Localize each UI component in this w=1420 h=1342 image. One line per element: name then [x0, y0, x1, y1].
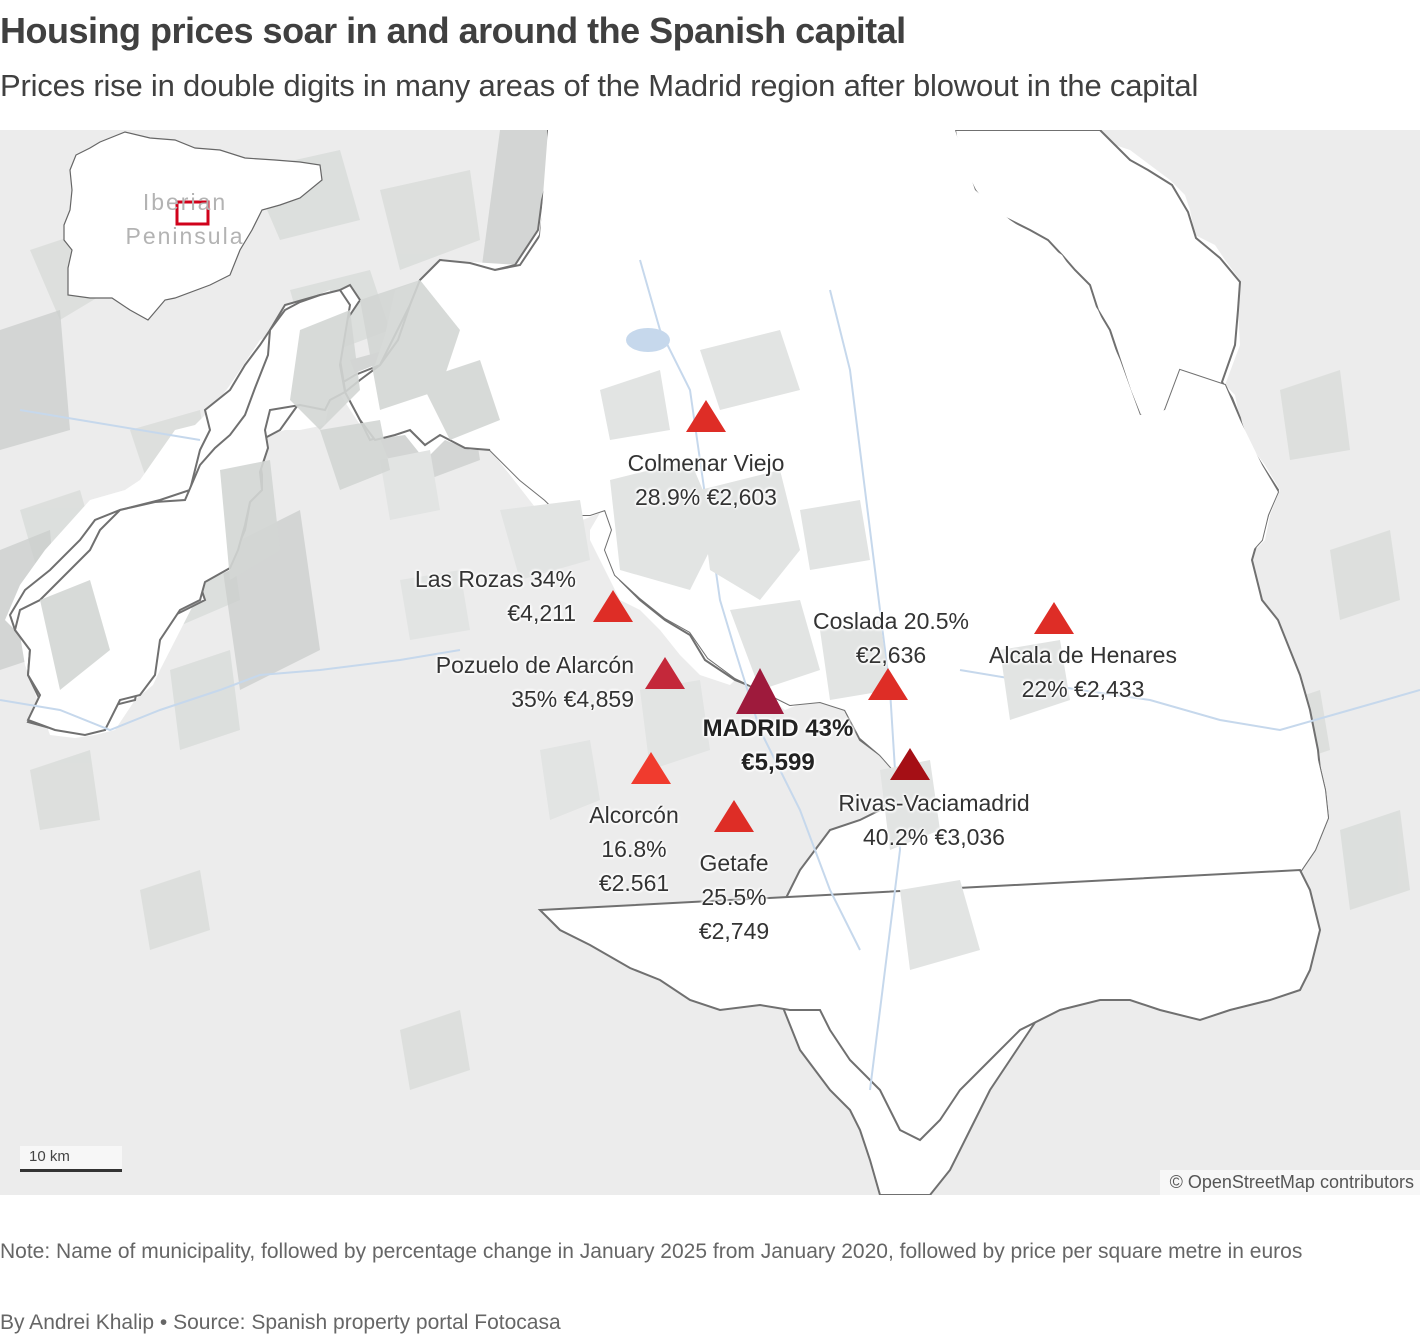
scale-bar: 10 km — [20, 1146, 122, 1172]
label-name: Rivas-Vaciamadrid — [838, 790, 1030, 816]
region-fill-south — [537, 868, 1322, 1142]
label-madrid: MADRID 43% €5,599 — [683, 712, 873, 780]
chart-title: Housing prices soar in and around the Sp… — [0, 10, 906, 51]
label-name: Alcorcón — [589, 802, 679, 828]
rivers — [0, 259, 1420, 1091]
label-name: Coslada 20.5% — [813, 608, 969, 634]
label-values: 22% €2,433 — [1021, 676, 1145, 702]
label-price: €2,749 — [698, 918, 770, 944]
footnote: Note: Name of municipality, followed by … — [0, 1240, 1303, 1263]
map-base — [0, 130, 1420, 1195]
label-name: Alcala de Henares — [989, 642, 1177, 668]
inset-label-line2: Peninsula — [125, 223, 245, 249]
madrid-locator-box — [175, 200, 210, 226]
label-values: €2,636 — [855, 642, 927, 668]
inset-label-line1: Iberian — [142, 189, 228, 215]
label-getafe: Getafe 25.5% €2,749 — [684, 846, 784, 948]
inset-map — [63, 131, 323, 321]
label-colmenar-viejo: Colmenar Viejo 28.9% €2,603 — [606, 446, 806, 514]
chart-subtitle: Prices rise in double digits in many are… — [0, 68, 1199, 103]
label-values: 40.2% €3,036 — [863, 824, 1005, 850]
map-area[interactable]: Iberian Peninsula Colmenar Viejo 28.9% €… — [0, 130, 1420, 1195]
label-rivas: Rivas-Vaciamadrid 40.2% €3,036 — [820, 786, 1048, 854]
label-name: Getafe — [699, 850, 769, 876]
label-pct: 16.8% — [601, 836, 667, 862]
label-alcala: Alcala de Henares 22% €2,433 — [970, 638, 1196, 706]
label-price: €2.561 — [598, 870, 670, 896]
region-fill-east — [490, 130, 1328, 902]
inset-label: Iberian Peninsula — [110, 185, 260, 253]
label-pct: 25.5% — [701, 884, 767, 910]
label-las-rozas: Las Rozas 34% €4,211 — [380, 562, 576, 630]
label-name: Las Rozas 34% — [414, 566, 576, 592]
label-values: 35% €4,859 — [511, 686, 634, 712]
label-values: €4,211 — [507, 600, 576, 626]
label-name: Pozuelo de Alarcón — [435, 652, 634, 678]
label-name: Colmenar Viejo — [627, 450, 785, 476]
label-alcorcon: Alcorcón 16.8% €2.561 — [578, 798, 690, 900]
urban-patches — [380, 330, 1070, 970]
label-coslada: Coslada 20.5% €2,636 — [796, 604, 986, 672]
label-values: 28.9% €2,603 — [635, 484, 777, 510]
label-values: €5,599 — [741, 749, 815, 776]
sierra-shading — [40, 280, 500, 690]
reservoir — [626, 328, 670, 352]
label-name: MADRID 43% — [702, 715, 854, 742]
byline-source: By Andrei Khalip • Source: Spanish prope… — [0, 1311, 561, 1334]
label-pozuelo: Pozuelo de Alarcón 35% €4,859 — [400, 648, 634, 716]
iberia-outline — [63, 131, 323, 321]
map-attribution[interactable]: © OpenStreetMap contributors — [1159, 1170, 1420, 1195]
